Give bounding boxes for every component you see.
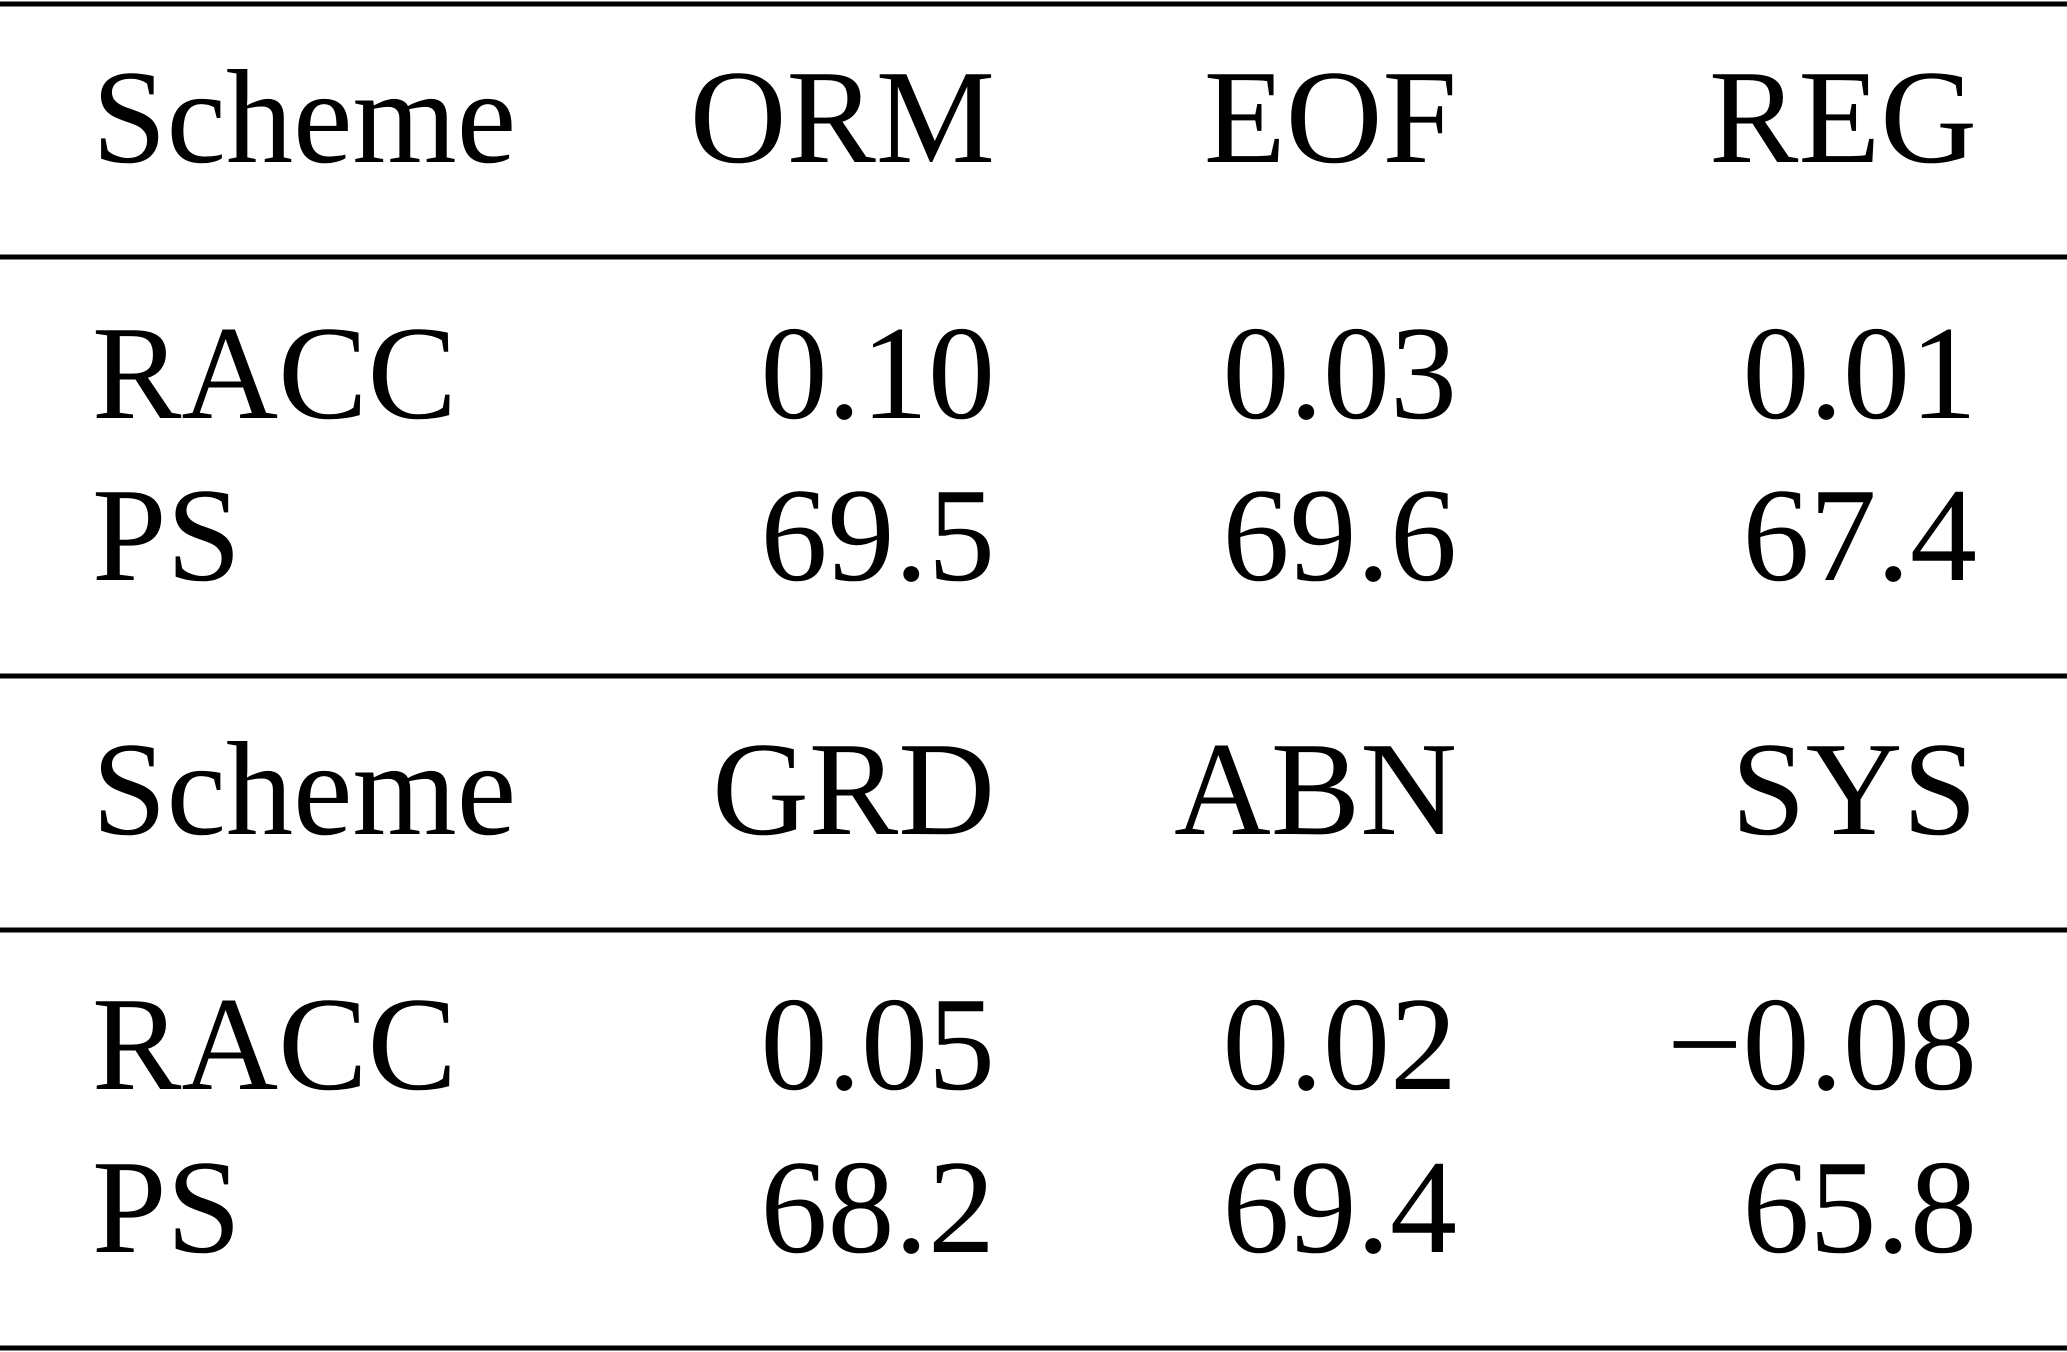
row-header-label: Scheme [92, 43, 516, 191]
cell-value: 65.8 [1743, 1133, 1978, 1281]
column-header: ORM [690, 43, 995, 191]
row-header-label: Scheme [92, 715, 516, 863]
cell-value: 68.2 [761, 1133, 996, 1281]
cell-value: 0.05 [761, 970, 996, 1118]
row-label: PS [92, 461, 241, 609]
cell-value: 0.03 [1223, 299, 1458, 447]
cell-value: 0.02 [1223, 970, 1458, 1118]
cell-value: 0.01 [1743, 299, 1978, 447]
column-header: REG [1709, 43, 1977, 191]
column-header: SYS [1731, 715, 1977, 863]
cell-value: 69.5 [761, 461, 996, 609]
cell-value: 69.6 [1223, 461, 1458, 609]
column-header: ABN [1174, 715, 1457, 863]
column-header: EOF [1204, 43, 1457, 191]
cell-value: 69.4 [1223, 1133, 1458, 1281]
cell-value: 0.10 [761, 299, 996, 447]
cell-value: −0.08 [1667, 970, 1977, 1118]
row-label: RACC [92, 970, 457, 1118]
row-label: PS [92, 1133, 241, 1281]
row-label: RACC [92, 299, 457, 447]
column-header: GRD [712, 715, 995, 863]
cell-value: 67.4 [1743, 461, 1978, 609]
